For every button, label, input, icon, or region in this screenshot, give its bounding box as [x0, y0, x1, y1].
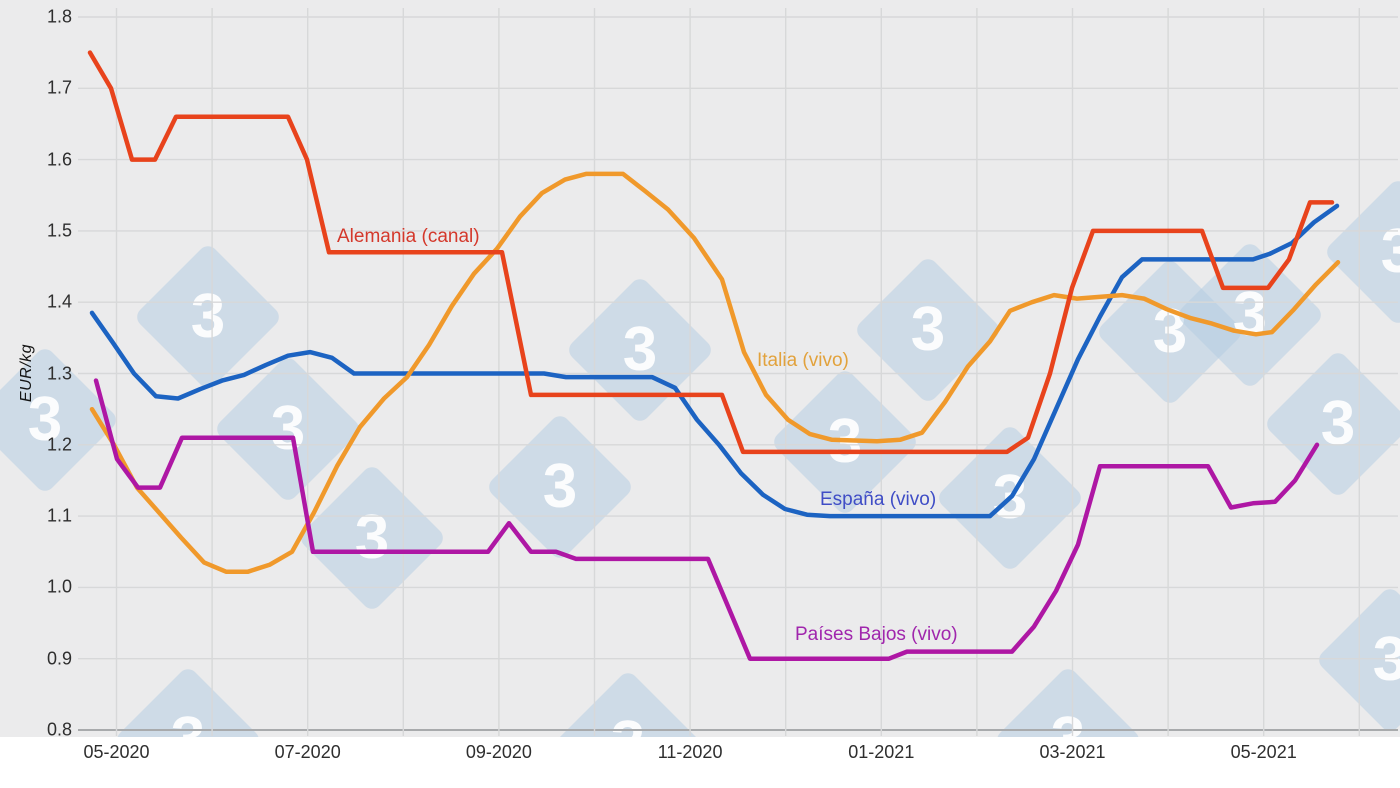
watermark-diamond-3: 3: [993, 665, 1143, 738]
series-line-espa-a-vivo: [89, 203, 1340, 519]
y-tick-label: 1.1: [46, 505, 72, 526]
series-label-espana: España (vivo): [820, 489, 937, 510]
watermark-3-glyph: 3: [354, 503, 390, 572]
series-line-pa-ses-bajos-vivo: [93, 378, 1320, 661]
watermark-diamond-3: 3: [113, 665, 263, 738]
watermark-diamond-3: 3: [1315, 585, 1400, 735]
y-tick-label: 0.9: [46, 648, 72, 669]
x-tick-label: 05-2020: [83, 742, 150, 762]
series-label-paises-bajos: Países Bajos (vivo): [795, 624, 958, 645]
watermark-diamond-3: 3: [0, 345, 120, 495]
watermark-3-glyph: 3: [1380, 217, 1400, 286]
x-tick-label: 07-2020: [274, 742, 341, 762]
series-line-alemania-canal: [87, 50, 1335, 455]
x-tick-label: 11-2020: [657, 742, 723, 762]
watermark-diamond-3: 3: [553, 669, 703, 738]
watermark-diamond-3: 3: [297, 463, 447, 613]
y-tick-label: 0.8: [46, 719, 72, 740]
watermark-3-glyph: 3: [622, 315, 658, 384]
watermark-3-glyph: 3: [171, 709, 205, 738]
y-tick-label: 1.4: [46, 291, 72, 312]
watermark-diamond-3: 3: [133, 242, 283, 392]
watermark-3-glyph: 3: [1372, 625, 1400, 694]
watermark-diamond-3: 3: [485, 412, 635, 562]
x-tick-label: 03-2021: [1039, 742, 1106, 762]
series-label-alemania: Alemania (canal): [337, 226, 480, 247]
x-tick-label: 05-2021: [1230, 742, 1297, 762]
watermark-diamond-3: 3: [565, 275, 715, 425]
watermark-3-glyph: 3: [190, 282, 226, 351]
x-tick-label: 09-2020: [465, 742, 532, 762]
y-tick-label: 1.6: [46, 149, 72, 170]
watermark-diamond-3: 3: [213, 354, 363, 504]
y-tick-label: 1.8: [46, 6, 72, 27]
x-tick-label: 01-2021: [848, 742, 915, 762]
watermark-3-glyph: 3: [910, 295, 946, 364]
y-tick-label: 1.7: [46, 77, 72, 98]
watermark-3-glyph: 3: [542, 452, 578, 521]
y-tick-label: 1.2: [46, 434, 72, 455]
series-line-italia-vivo: [89, 171, 1341, 574]
watermark-diamond-3: 3: [1323, 177, 1400, 327]
watermark-3-glyph: 3: [611, 713, 645, 738]
plot-background: 33333333333333333: [0, 0, 1400, 737]
y-tick-label: 1.5: [46, 220, 72, 241]
watermark-3-glyph: 3: [270, 394, 306, 463]
watermark-diamond-3: 3: [853, 255, 1003, 405]
watermark-3-glyph: 3: [1051, 709, 1085, 738]
series-label-italia: Italia (vivo): [757, 350, 849, 371]
y-tick-label: 1.0: [46, 576, 72, 597]
y-tick-label: 1.3: [46, 363, 72, 383]
watermark-3-glyph: 3: [27, 385, 63, 454]
